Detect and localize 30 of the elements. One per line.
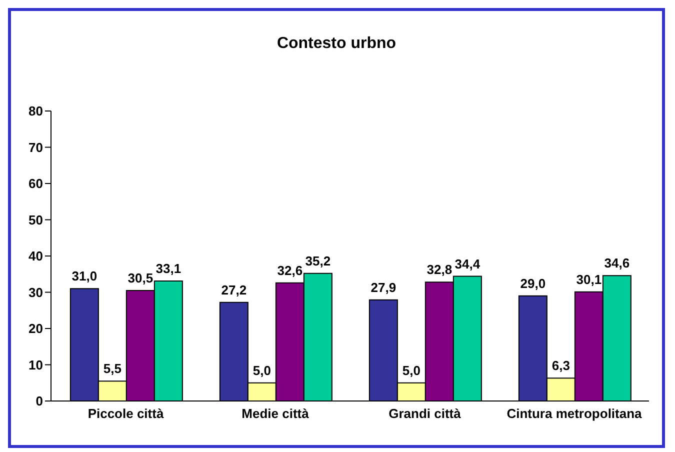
data-label: 6,3 (552, 358, 570, 374)
x-tick-label: Grandi città (388, 406, 462, 422)
data-label: 29,0 (520, 276, 546, 291)
x-tick-label: Cintura metropolitana (506, 406, 643, 422)
data-label: 33,1 (156, 261, 182, 276)
data-label: 34,4 (454, 256, 481, 272)
y-tick-label: 0 (36, 394, 43, 409)
data-label: 32,8 (426, 262, 452, 278)
chart-title: Contesto urbno (276, 35, 398, 53)
data-label: 27,2 (221, 282, 247, 298)
y-tick-label: 20 (28, 321, 43, 336)
data-label: 5,0 (252, 362, 271, 378)
y-tick-label: 30 (28, 284, 43, 300)
data-label: 5,0 (402, 362, 420, 378)
y-tick-label: 50 (28, 212, 43, 228)
data-label: 32,6 (277, 262, 303, 278)
data-label: 27,9 (370, 280, 396, 295)
data-label: 31,0 (72, 268, 98, 284)
data-label: 5,5 (103, 361, 122, 376)
y-tick-label: 80 (28, 104, 43, 119)
x-tick-label: Medie città (242, 406, 310, 422)
y-tick-label: 40 (28, 248, 43, 264)
x-tick-label: Piccole città (88, 406, 164, 422)
data-label: 30,5 (128, 270, 154, 286)
y-tick-label: 10 (28, 357, 43, 372)
y-tick-label: 70 (28, 140, 43, 155)
data-label: 34,6 (604, 256, 630, 271)
data-label: 30,1 (576, 272, 602, 287)
y-tick-label: 60 (28, 176, 43, 192)
data-label: 35,2 (305, 253, 331, 268)
